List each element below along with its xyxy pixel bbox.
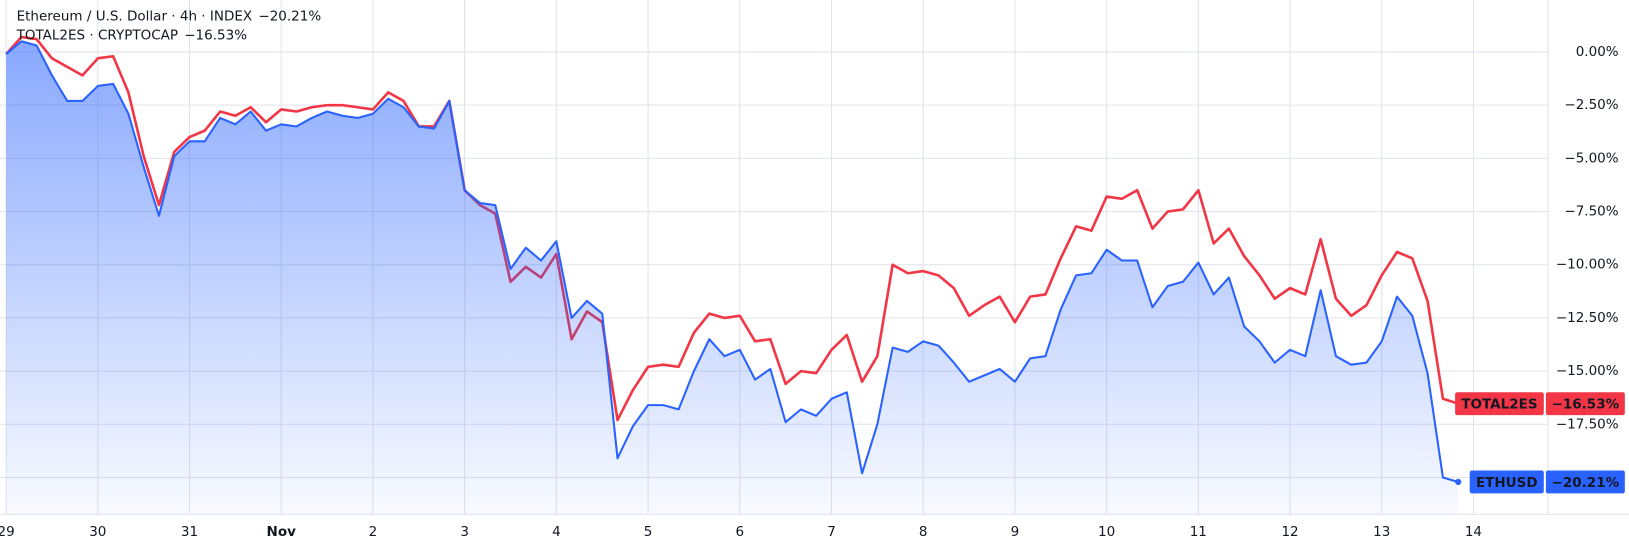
y-tick-label: −17.50%: [1556, 416, 1619, 432]
legend-title: Ethereum / U.S. Dollar · 4h · INDEX: [17, 9, 253, 25]
x-tick-label: 9: [1011, 524, 1020, 540]
legend-change: −20.21%: [258, 9, 321, 25]
labels: 0.00% −2.50% −5.00% −7.50% −10.00% −12.50% −15…: [0, 9, 1625, 540]
value-label-bg: [1545, 392, 1625, 416]
x-tick-label: 29: [0, 524, 15, 540]
legend-title: TOTAL2ES · CRYPTOCAP: [16, 27, 178, 43]
x-tick-label: 13: [1373, 524, 1390, 540]
y-tick-label: −2.50%: [1564, 97, 1618, 113]
x-tick-label: 3: [460, 524, 469, 540]
series-line: [5, 35, 1459, 422]
y-tick-label: −12.50%: [1556, 310, 1619, 326]
legend-change: −16.53%: [184, 27, 247, 43]
symbol-label: TOTAL2ES: [1461, 397, 1537, 413]
x-tick-label: 6: [735, 524, 744, 540]
x-tick-label: 2: [369, 524, 378, 540]
value-label: −20.21%: [1552, 475, 1620, 491]
x-tick-label: 8: [919, 524, 928, 540]
value-label-bg: [1545, 470, 1625, 494]
x-tick-label: Nov: [267, 524, 297, 540]
area: [6, 41, 1459, 515]
y-tick-label: 0.00%: [1576, 44, 1619, 60]
x-tick-label: 10: [1098, 524, 1115, 540]
y-tick-label: −7.50%: [1564, 204, 1618, 220]
symbol-label-bg: [1455, 392, 1544, 416]
symbol-label: ETHUSD: [1476, 475, 1538, 491]
plot: [5, 35, 1459, 515]
symbol-label-bg: [1469, 470, 1544, 494]
x-tick-label: 12: [1281, 524, 1298, 540]
x-tick-label: 5: [644, 524, 653, 540]
y-tick-label: −15.00%: [1556, 363, 1619, 379]
x-tick-label: 14: [1465, 524, 1482, 540]
x-tick-label: 31: [181, 524, 198, 540]
x-tick-label: 30: [89, 524, 106, 540]
series-line: [5, 40, 1459, 483]
value-label: −16.53%: [1552, 397, 1620, 413]
x-tick-label: 4: [552, 524, 561, 540]
last-point: [1455, 478, 1462, 486]
x-tick-label: 7: [827, 524, 836, 540]
x-tick-label: 11: [1190, 524, 1207, 540]
y-tick-label: −5.00%: [1564, 150, 1618, 166]
y-tick-label: −10.00%: [1556, 257, 1619, 273]
